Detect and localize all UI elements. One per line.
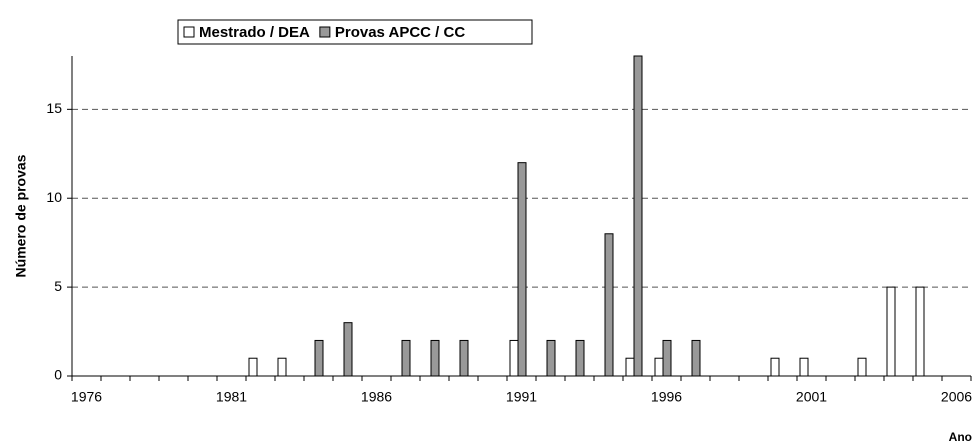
bar (633, 55, 643, 377)
bar (886, 286, 896, 377)
x-tick-label: 2001 (796, 389, 827, 405)
x-axis-label: Ano (949, 430, 972, 444)
bar (248, 357, 258, 377)
x-tick-label: 1986 (361, 389, 392, 405)
bar (575, 339, 585, 377)
y-tick-label: 15 (46, 100, 62, 116)
bar (509, 339, 519, 377)
x-tick-label: 2006 (941, 389, 972, 405)
y-axis-label: Número de provas (13, 154, 29, 277)
x-tick-label: 1991 (506, 389, 537, 405)
bar (430, 339, 440, 377)
bar (401, 339, 411, 377)
x-tick-label: 1996 (651, 389, 682, 405)
legend-swatch (183, 26, 195, 38)
bar (654, 357, 664, 377)
bar (770, 357, 780, 377)
bar (459, 339, 469, 377)
bar (857, 357, 867, 377)
legend-label: Mestrado / DEA (199, 24, 310, 41)
bar (517, 162, 527, 377)
bar (662, 339, 672, 377)
bar (314, 339, 324, 377)
legend-swatch (319, 26, 331, 38)
bar (277, 357, 287, 377)
bar (625, 357, 635, 377)
x-tick-label: 1981 (216, 389, 247, 405)
x-tick-label: 1976 (71, 389, 102, 405)
bar (915, 286, 925, 377)
y-tick-label: 5 (54, 278, 62, 294)
bar (604, 233, 614, 377)
bar (546, 339, 556, 377)
y-tick-label: 0 (54, 367, 62, 383)
bar (691, 339, 701, 377)
legend-label: Provas APCC / CC (335, 24, 465, 41)
bar (799, 357, 809, 377)
y-tick-label: 10 (46, 189, 62, 205)
legend-box (177, 19, 533, 45)
bar (343, 322, 353, 377)
